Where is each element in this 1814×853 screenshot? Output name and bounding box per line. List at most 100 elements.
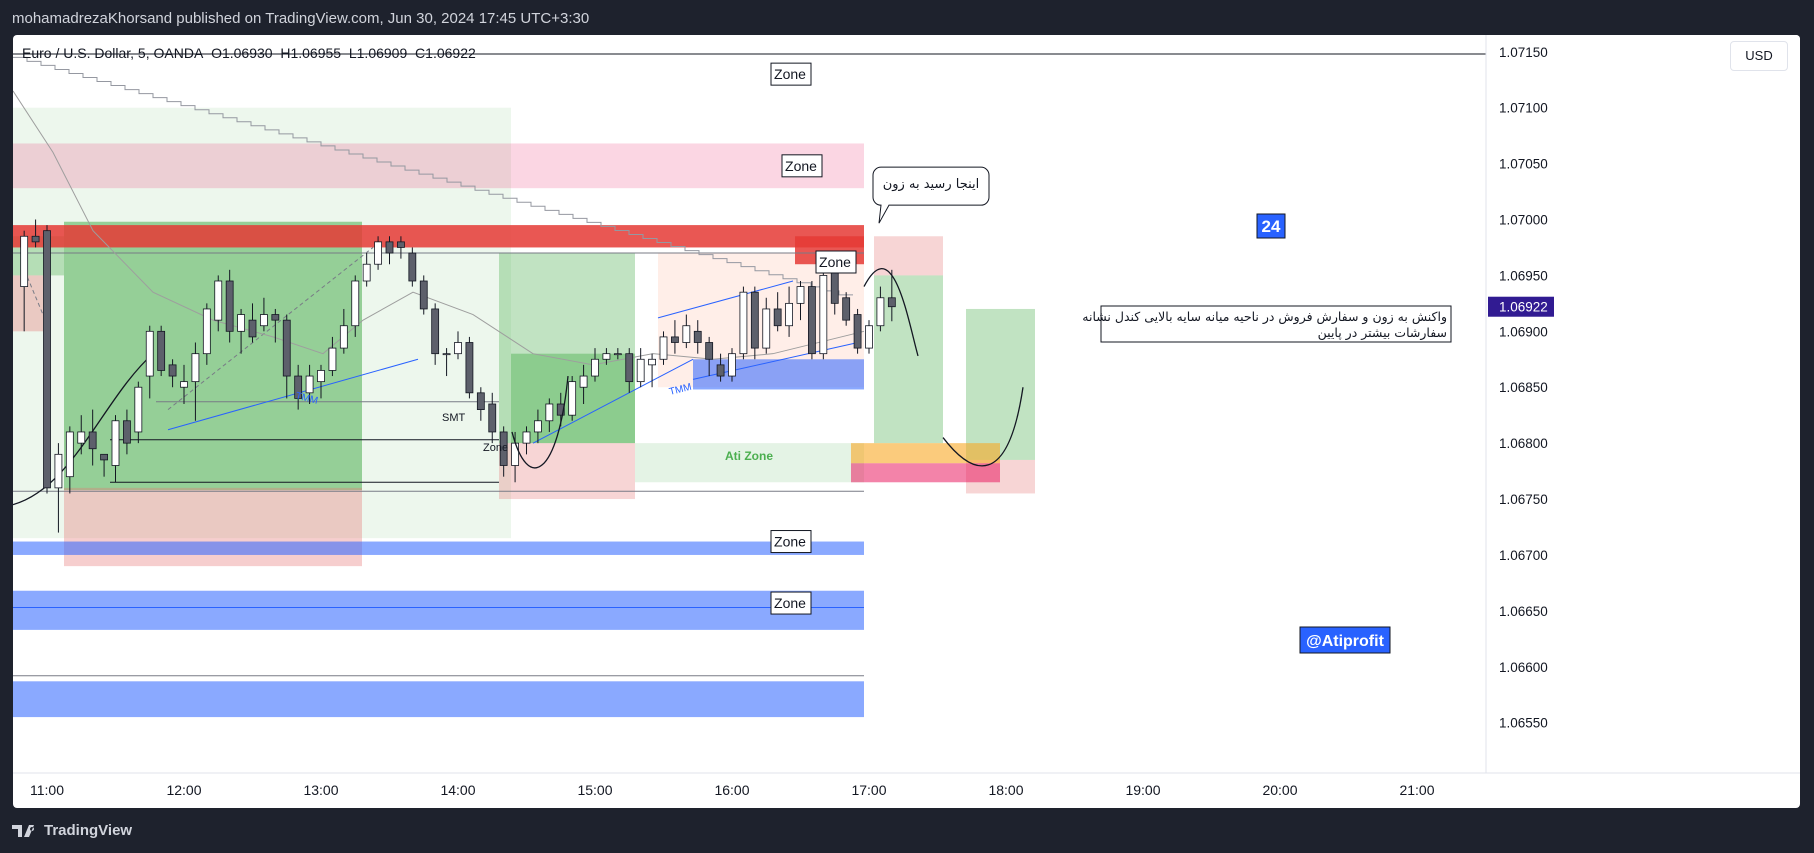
candle-body (431, 308, 440, 355)
candle-body (842, 297, 851, 321)
candle-body (168, 364, 177, 377)
price-tick: 1.06850 (1499, 380, 1548, 395)
candle-body (282, 319, 291, 377)
time-tick: 19:00 (1125, 782, 1160, 798)
candle-body (591, 358, 599, 377)
last-price-tag (1488, 296, 1554, 317)
ati-zone-box (635, 443, 864, 483)
candle-body (65, 431, 74, 478)
time-tick: 11:00 (30, 782, 64, 798)
blue-zone-2 (13, 590, 864, 630)
symbol-name: Euro / U.S. Dollar, 5, OANDA (22, 45, 204, 61)
zone-label-box (770, 530, 812, 554)
pink-supply-zone (13, 143, 864, 189)
candle-body (305, 375, 314, 394)
candlestick-chart[interactable]: Zone Zone Zone Zone Zone Zone Ati Zone TMM TMM SM… (13, 35, 1800, 808)
tmm-label: TMM (668, 382, 693, 398)
candle-body (328, 347, 337, 371)
price-tick: 1.06750 (1499, 492, 1548, 507)
candle-body (545, 403, 554, 422)
candle-body (682, 325, 691, 343)
candle-body (465, 342, 474, 394)
candle-body (750, 291, 759, 349)
candle-body (43, 230, 51, 489)
candle-body (602, 353, 611, 360)
zone-label: Zone (785, 158, 817, 174)
price-axis-bg (1486, 35, 1800, 773)
blue-zone-1 (13, 541, 864, 555)
note-box (1100, 305, 1452, 343)
candle-body (260, 314, 268, 327)
ati-zone-label: Ati Zone (725, 449, 773, 463)
chart-panel[interactable]: Zone Zone Zone Zone Zone Zone Ati Zone TMM TMM SM… (13, 35, 1800, 808)
candle-body (693, 330, 702, 343)
candle-body (111, 420, 120, 466)
candle-body (476, 392, 485, 410)
price-tick: 1.06650 (1499, 604, 1548, 619)
time-tick: 12:00 (166, 782, 201, 798)
zone-label-box (781, 154, 823, 178)
price-tick: 1.07100 (1499, 101, 1548, 116)
candle-body (534, 420, 542, 433)
candle-body (385, 241, 394, 254)
candle-body (579, 375, 588, 388)
candle-body (659, 336, 668, 360)
price-tick: 1.07150 (1499, 45, 1548, 60)
footer-brand[interactable]: TradingView (44, 822, 133, 839)
time-tick: 16:00 (714, 782, 749, 798)
zone-label: Zone (774, 66, 806, 82)
candle-body (739, 291, 748, 355)
publisher-bar: mohamadrezaKhorsand published on Trading… (0, 0, 1814, 35)
candle-body (819, 275, 828, 355)
callout-bubble (872, 166, 990, 224)
candle-body (568, 381, 577, 416)
blue-zone-3 (13, 681, 864, 718)
green-box-main (64, 221, 362, 491)
count-badge (1256, 213, 1286, 239)
candle-body (294, 375, 303, 399)
zone-label-box (815, 250, 857, 274)
zone-label: Zone (774, 595, 806, 611)
candle-body (773, 308, 782, 327)
price-tick: 1.07050 (1499, 157, 1548, 172)
watermark-badge (1299, 626, 1391, 654)
price-tick: 1.06600 (1499, 660, 1548, 675)
zone-label-small: Zone (483, 442, 508, 454)
candle-body (225, 280, 234, 332)
candle-body (728, 353, 736, 377)
publisher-text: mohamadrezaKhorsand published on Trading… (12, 10, 590, 27)
candle-body (317, 370, 325, 383)
time-tick: 17:00 (851, 782, 886, 798)
candle-body (488, 403, 497, 433)
ohlc-open: O1.06930 (211, 45, 273, 61)
candle-body (636, 358, 645, 383)
candle-body (202, 308, 211, 355)
pink-zone (851, 463, 1000, 483)
green-box-mid (499, 253, 635, 444)
candle-body (419, 280, 428, 310)
candle-body (705, 342, 714, 360)
candle-body (442, 353, 451, 356)
candle-body (397, 241, 405, 248)
smt-label: SMT (442, 412, 466, 424)
swing-curve (511, 375, 569, 469)
candle-body (671, 336, 679, 343)
tp-box-2 (966, 308, 1035, 460)
time-tick: 14:00 (440, 782, 475, 798)
ema-line (13, 353, 154, 506)
candle-body (511, 442, 519, 466)
candle-body (191, 353, 200, 383)
projection-arrow-up (942, 387, 1024, 467)
orange-zone (851, 443, 1000, 464)
price-tick: 1.06700 (1499, 548, 1548, 563)
candle-body (785, 302, 793, 327)
count-badge-text: 24 (1262, 217, 1281, 236)
dashed-diagonal (167, 247, 374, 410)
zone-label-box (770, 591, 812, 615)
candle-body (20, 235, 29, 287)
candle-body (625, 353, 634, 383)
currency-button[interactable]: USD (1730, 41, 1788, 71)
tradingview-logo-icon[interactable] (12, 823, 38, 839)
candle-body (31, 235, 40, 243)
price-tick: 1.06900 (1499, 324, 1548, 339)
